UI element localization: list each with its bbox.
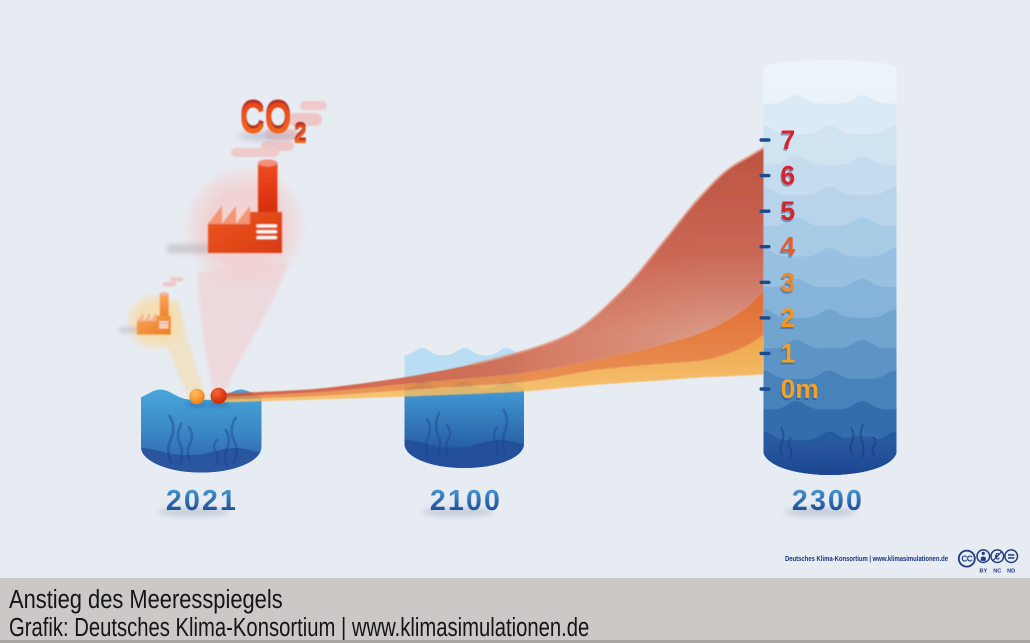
svg-text:5: 5	[780, 198, 795, 228]
svg-text:CC: CC	[961, 555, 972, 564]
svg-text:NC: NC	[993, 569, 1001, 575]
svg-text:6: 6	[780, 163, 795, 193]
svg-text:1: 1	[781, 338, 796, 368]
svg-text:BY: BY	[979, 569, 987, 575]
svg-text:3: 3	[780, 269, 795, 299]
svg-text:2300: 2300	[792, 485, 864, 517]
svg-text:3: 3	[781, 267, 796, 297]
svg-text:4: 4	[780, 234, 795, 264]
svg-text:2: 2	[781, 303, 796, 333]
svg-text:7: 7	[781, 125, 796, 155]
svg-text:ND: ND	[1007, 569, 1015, 575]
svg-text:2: 2	[294, 117, 307, 147]
svg-text:6: 6	[781, 161, 796, 191]
svg-text:CO: CO	[240, 94, 291, 143]
svg-text:CO: CO	[240, 91, 291, 140]
svg-text:2021: 2021	[166, 485, 238, 517]
svg-text:Deutsches Klima-Konsortium | w: Deutsches Klima-Konsortium | www.klimasi…	[785, 554, 948, 563]
svg-text:4: 4	[781, 232, 796, 262]
svg-text:2100: 2100	[430, 485, 502, 517]
svg-text:5: 5	[781, 196, 796, 226]
svg-text:2: 2	[294, 119, 307, 149]
svg-text:1: 1	[780, 340, 795, 370]
svg-text:0m: 0m	[781, 374, 819, 404]
svg-text:7: 7	[780, 127, 795, 157]
svg-text:0m: 0m	[780, 376, 818, 406]
svg-text:2: 2	[780, 305, 795, 335]
